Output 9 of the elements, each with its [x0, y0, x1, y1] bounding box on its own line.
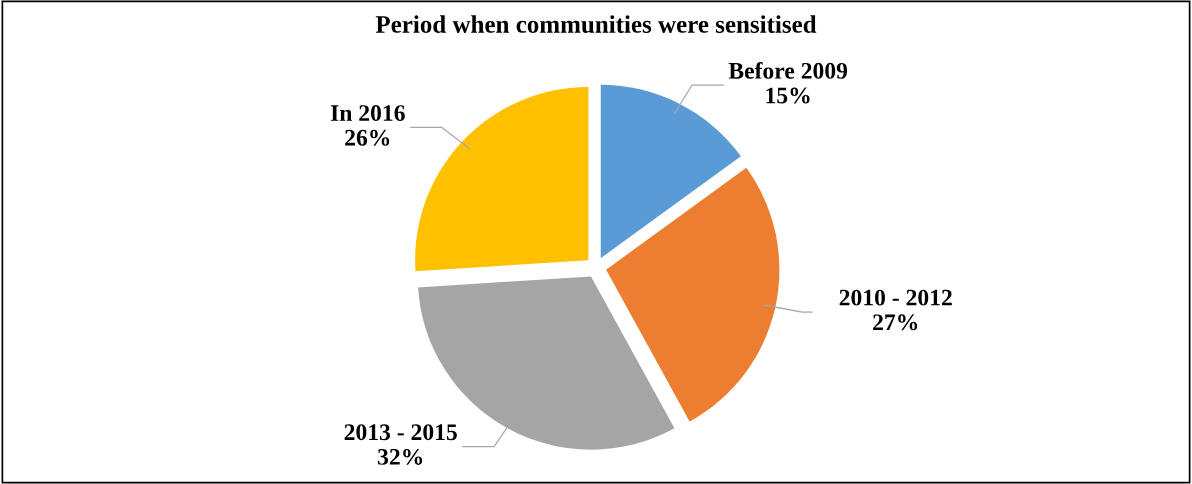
- data-label: 26%: [345, 129, 390, 146]
- data-label: 15%: [766, 87, 810, 104]
- slice-label: In 2016: [330, 105, 405, 122]
- chart-title: Period when communities were sensitised: [375, 15, 817, 33]
- slice-label: 2013 - 2015: [344, 424, 457, 441]
- slice-label: Before 2009: [728, 61, 848, 79]
- slice-label: 2010 - 2012: [839, 289, 952, 306]
- data-label: 32%: [378, 448, 423, 465]
- data-label: 27%: [873, 314, 918, 331]
